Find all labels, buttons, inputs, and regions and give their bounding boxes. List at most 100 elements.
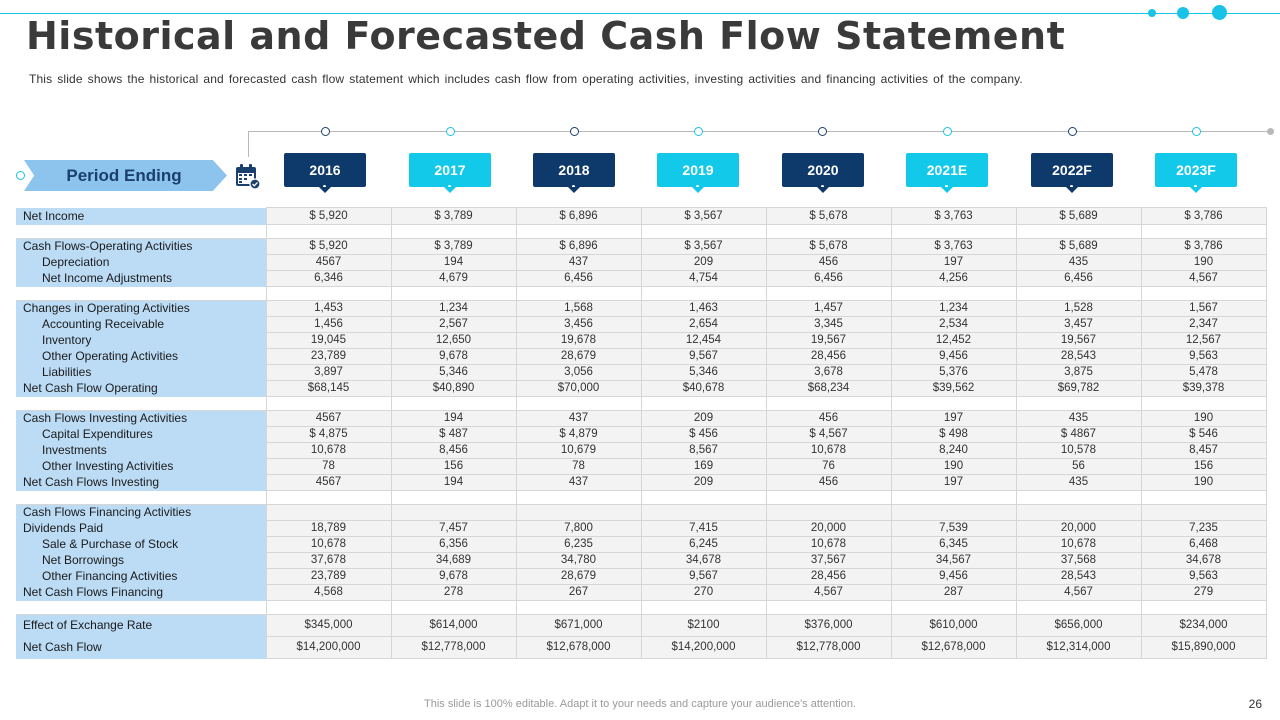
table-cell: 28,679 [515, 568, 642, 585]
table-cell: $14,200,000 [640, 636, 767, 659]
spacer-cell [16, 490, 266, 505]
table-cell: 8,240 [890, 442, 1017, 459]
timeline-node [694, 127, 703, 136]
table-cell: 190 [1140, 410, 1267, 427]
spacer-cell [1015, 396, 1142, 411]
table-cell: 2,347 [1140, 316, 1267, 333]
table-cell: $39,378 [1140, 380, 1267, 397]
spacer-cell [16, 286, 266, 301]
table-cell: $40,890 [390, 380, 517, 397]
table-row: Net Income Adjustments 6,346 4,679 6,456 4,7… [16, 270, 1267, 287]
table-cell: $70,000 [515, 380, 642, 397]
table-cell: $12,678,000 [515, 636, 642, 659]
table-cell: $610,000 [890, 614, 1017, 637]
table-cell: 435 [1015, 410, 1142, 427]
spacer-cell [515, 600, 642, 615]
spacer-cell [390, 600, 517, 615]
table-cell: 5,346 [390, 364, 517, 381]
table-cell: 34,689 [390, 552, 517, 569]
table-cell: 6,235 [515, 536, 642, 553]
table-cell: 7,800 [515, 520, 642, 537]
table-row: Cash Flows Financing Activities [16, 504, 1267, 521]
table-cell: 12,650 [390, 332, 517, 349]
table-row: Accounting Receivable 1,456 2,567 3,456 2,65… [16, 316, 1267, 333]
table-spacer-row [16, 224, 1267, 239]
table-cell: 6,346 [265, 270, 392, 287]
table-cell: 19,567 [1015, 332, 1142, 349]
table-cell: $15,890,000 [1140, 636, 1267, 659]
table-cell: 10,678 [265, 442, 392, 459]
table-cell: 197 [890, 254, 1017, 271]
table-cell: 9,456 [890, 568, 1017, 585]
period-ending-label: Period Ending [66, 166, 182, 185]
table-cell: 4,754 [640, 270, 767, 287]
table-cell: $12,314,000 [1015, 636, 1142, 659]
spacer-cell [890, 490, 1017, 505]
period-ending-banner [24, 160, 227, 191]
table-cell: $ 5,678 [765, 238, 892, 255]
table-cell: 78 [265, 458, 392, 475]
row-label: Investments [16, 442, 266, 459]
spacer-cell [1140, 600, 1267, 615]
table-cell: 34,780 [515, 552, 642, 569]
row-label: Cash Flows Financing Activities [16, 504, 266, 521]
row-label: Changes in Operating Activities [16, 300, 266, 317]
decor-dot-medium [1177, 7, 1189, 19]
table-spacer-row [16, 600, 1267, 615]
table-cell: 437 [515, 254, 642, 271]
table-cell: $ 487 [390, 426, 517, 443]
table-cell: 209 [640, 254, 767, 271]
table-cell [1015, 504, 1142, 521]
table-cell: 156 [1140, 458, 1267, 475]
table-cell: 1,234 [390, 300, 517, 317]
top-accent-line [0, 13, 1280, 14]
table-cell: 6,468 [1140, 536, 1267, 553]
spacer-cell [265, 396, 392, 411]
table-cell: $68,234 [765, 380, 892, 397]
table-cell: 34,678 [1140, 552, 1267, 569]
table-cell: 7,415 [640, 520, 767, 537]
spacer-cell [640, 224, 767, 239]
table-cell: $ 3,763 [890, 238, 1017, 255]
table-cell: 12,567 [1140, 332, 1267, 349]
spacer-cell [515, 396, 642, 411]
row-label: Other Investing Activities [16, 458, 266, 475]
table-row: Investments 10,678 8,456 10,679 8,567 10,678 8… [16, 442, 1267, 459]
table-cell: 19,045 [265, 332, 392, 349]
table-cell: 28,456 [765, 348, 892, 365]
table-cell: 37,568 [1015, 552, 1142, 569]
table-cell: $12,678,000 [890, 636, 1017, 659]
row-label: Accounting Receivable [16, 316, 266, 333]
table-cell: $ 456 [640, 426, 767, 443]
table-cell: 78 [515, 458, 642, 475]
cash-flow-table: Net Income $ 5,920 $ 3,789 $ 6,896 $ 3,567 $ … [16, 207, 1267, 659]
table-cell: $ 5,689 [1015, 207, 1142, 225]
table-cell: 1,567 [1140, 300, 1267, 317]
row-label: Net Cash Flows Investing [16, 474, 266, 491]
table-cell: 28,456 [765, 568, 892, 585]
row-label: Other Financing Activities [16, 568, 266, 585]
table-cell: $376,000 [765, 614, 892, 637]
spacer-cell [765, 490, 892, 505]
table-cell: 190 [1140, 474, 1267, 491]
row-label: Effect of Exchange Rate [16, 614, 266, 637]
table-cell: 6,356 [390, 536, 517, 553]
table-cell: 3,678 [765, 364, 892, 381]
spacer-cell [640, 396, 767, 411]
spacer-cell [640, 286, 767, 301]
spacer-cell [265, 224, 392, 239]
table-cell: 10,678 [765, 442, 892, 459]
table-cell: 37,567 [765, 552, 892, 569]
table-row: Effect of Exchange Rate $345,000 $614,000 $… [16, 614, 1267, 637]
table-cell: $2100 [640, 614, 767, 637]
table-cell: 5,478 [1140, 364, 1267, 381]
table-row: Other Financing Activities 23,789 9,678 28,… [16, 568, 1267, 585]
table-cell: 6,456 [1015, 270, 1142, 287]
table-cell: 4,567 [1140, 270, 1267, 287]
table-row: Liabilities 3,897 5,346 3,056 5,346 3,678 5,37… [16, 364, 1267, 381]
spacer-cell [1140, 286, 1267, 301]
table-row: Net Cash Flows Investing 4567 194 437 209 456… [16, 474, 1267, 491]
table-row: Net Income $ 5,920 $ 3,789 $ 6,896 $ 3,567 $ … [16, 207, 1267, 225]
spacer-cell [16, 600, 266, 615]
table-cell: 209 [640, 474, 767, 491]
